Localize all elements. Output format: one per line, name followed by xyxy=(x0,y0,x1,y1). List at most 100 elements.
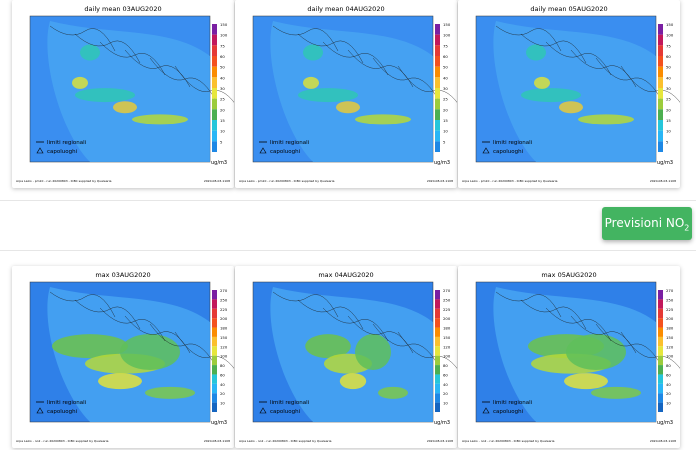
colorbar-tick-label: 100 xyxy=(220,354,228,359)
colorbar-segment xyxy=(435,88,440,99)
region-border xyxy=(347,315,414,354)
footer-right: 2020-08-03-1108 xyxy=(650,179,676,183)
colorbar-tick-label: 60 xyxy=(220,54,225,59)
region-border xyxy=(99,307,166,342)
colorbar-tick-label: 60 xyxy=(220,372,225,377)
pollution-area xyxy=(52,334,128,359)
pollution-area xyxy=(521,88,581,103)
colorbar-tick-label: 80 xyxy=(443,363,448,368)
unit-label: ug/m3 xyxy=(211,160,227,166)
unit-label: ug/m3 xyxy=(434,420,450,426)
region-border xyxy=(49,25,116,52)
colorbar-tick-label: 15 xyxy=(220,118,225,123)
pollution-area xyxy=(75,88,135,103)
colorbar-tick-label: 25 xyxy=(220,97,225,102)
colorbar-segment xyxy=(658,290,663,300)
region-border xyxy=(397,65,457,103)
pollution-area xyxy=(355,114,411,125)
colorbar-segment xyxy=(435,299,440,309)
map-card: daily mean 05AUG2020 limiti regionali capo… xyxy=(458,0,680,188)
pollution-area xyxy=(98,373,142,390)
region-border xyxy=(620,65,680,103)
pollution-area xyxy=(526,44,546,61)
region-border xyxy=(620,331,680,369)
colorbar-segment xyxy=(435,318,440,328)
colorbar-tick-label: 150 xyxy=(443,335,451,340)
colorbar-segment xyxy=(435,24,440,35)
colorbar-tick-label: 40 xyxy=(443,382,448,387)
unit-label: ug/m3 xyxy=(657,160,673,166)
colorbar-tick-label: 10 xyxy=(220,129,225,134)
colorbar-segment xyxy=(212,299,217,309)
no2-forecast-button[interactable]: Previsioni NO2 xyxy=(602,207,692,240)
region-border xyxy=(322,307,389,342)
colorbar-tick-label: 150 xyxy=(443,22,451,27)
colorbar-segment xyxy=(212,402,217,412)
colorbar-segment xyxy=(435,346,440,356)
colorbar-segment xyxy=(435,336,440,347)
colorbar-segment xyxy=(435,402,440,412)
colorbar-segment xyxy=(658,299,663,309)
colorbar-segment xyxy=(435,393,440,403)
region-border xyxy=(174,331,234,369)
pollution-area xyxy=(305,334,351,359)
pollution-area xyxy=(303,76,319,89)
colorbar-segment xyxy=(212,336,217,347)
region-border xyxy=(570,49,637,88)
colorbar-tick-label: 50 xyxy=(220,65,225,70)
colorbar-segment xyxy=(212,130,217,142)
colorbar-segment xyxy=(212,308,217,319)
colorbar-tick-label: 80 xyxy=(220,363,225,368)
colorbar-segment xyxy=(658,318,663,328)
region-border xyxy=(520,33,587,64)
colorbar-segment xyxy=(212,365,217,375)
colorbar-tick-label: 100 xyxy=(666,354,674,359)
pollution-area xyxy=(298,88,358,103)
colorbar-tick-label: 5 xyxy=(443,139,446,144)
colorbar-tick-label: 250 xyxy=(443,297,451,302)
colorbar-tick-label: 200 xyxy=(666,316,674,321)
footer-left: Arpa Lazio - no2 - run 20200803 - ICBC s… xyxy=(462,439,555,443)
map-title: max 03AUG2020 xyxy=(95,271,150,279)
region-border xyxy=(495,25,562,52)
pollution-area xyxy=(113,101,137,114)
colorbar-segment xyxy=(435,120,440,131)
colorbar-tick-label: 270 xyxy=(443,288,451,293)
pollution-area xyxy=(72,76,88,89)
map-card: max 05AUG2020 limiti regionali capoluoghi 2… xyxy=(458,266,680,448)
colorbar-tick-label: 10 xyxy=(666,401,671,406)
colorbar-tick-label: 60 xyxy=(443,54,448,59)
colorbar-segment xyxy=(435,56,440,67)
colorbar-tick-label: 120 xyxy=(443,344,451,349)
colorbar-segment xyxy=(435,109,440,120)
map-title: max 04AUG2020 xyxy=(318,271,373,279)
colorbar-tick-label: 225 xyxy=(220,307,228,312)
legend-triangle-symbol xyxy=(259,147,267,154)
colorbar-segment xyxy=(435,66,440,78)
map-title: daily mean 03AUG2020 xyxy=(84,5,161,13)
footer-right: 2020-08-03-1108 xyxy=(650,439,676,443)
colorbar-segment xyxy=(212,109,217,120)
colorbar-segment xyxy=(212,318,217,328)
colorbar-tick-label: 40 xyxy=(220,382,225,387)
region-border xyxy=(495,291,562,318)
colorbar-tick-label: 75 xyxy=(220,43,225,48)
colorbar-tick-label: 60 xyxy=(666,372,671,377)
colorbar-tick-label: 100 xyxy=(666,33,674,38)
colorbar-tick-label: 225 xyxy=(666,307,674,312)
footer-right: 2020-08-03-1108 xyxy=(204,179,230,183)
colorbar-segment xyxy=(435,34,440,46)
legend-triangle-symbol xyxy=(482,407,490,414)
legend-line-label: limiti regionali xyxy=(270,140,310,146)
legend-triangle-label: capoluoghi xyxy=(493,409,524,415)
pollution-area xyxy=(559,101,583,114)
button-subscript: 2 xyxy=(684,223,690,233)
colorbar-tick-label: 100 xyxy=(443,354,451,359)
colorbar-tick-label: 30 xyxy=(220,86,225,91)
colorbar-tick-label: 20 xyxy=(443,107,448,112)
footer-left: Arpa Lazio - pm10 - run 20200803 - ICBC … xyxy=(16,179,112,183)
colorbar-segment xyxy=(658,109,663,120)
colorbar-tick-label: 120 xyxy=(666,344,674,349)
region-border xyxy=(124,315,191,354)
